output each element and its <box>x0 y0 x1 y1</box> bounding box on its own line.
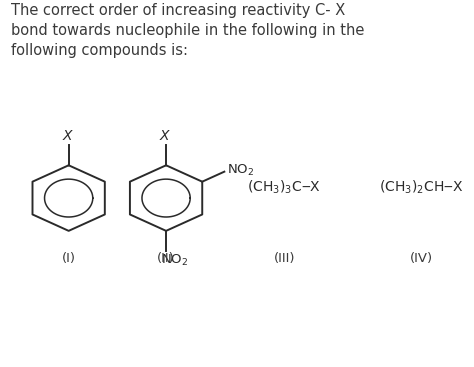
Text: (I): (I) <box>62 252 76 265</box>
Text: (II): (II) <box>157 252 175 265</box>
Text: The correct order of increasing reactivity C- X: The correct order of increasing reactivi… <box>11 3 345 18</box>
Text: (III): (III) <box>273 252 295 265</box>
Text: NO$_2$: NO$_2$ <box>227 163 254 178</box>
Text: (CH$_3$)$_2$CH‒X: (CH$_3$)$_2$CH‒X <box>379 178 464 196</box>
Text: NO$_2$: NO$_2$ <box>162 253 189 268</box>
Text: following compounds is:: following compounds is: <box>11 43 188 58</box>
Text: (CH$_3$)$_3$C‒X: (CH$_3$)$_3$C‒X <box>247 178 321 196</box>
Text: bond towards nucleophile in the following in the: bond towards nucleophile in the followin… <box>11 23 364 38</box>
Text: X: X <box>63 130 72 143</box>
Text: X: X <box>160 130 170 143</box>
Text: (IV): (IV) <box>410 252 433 265</box>
